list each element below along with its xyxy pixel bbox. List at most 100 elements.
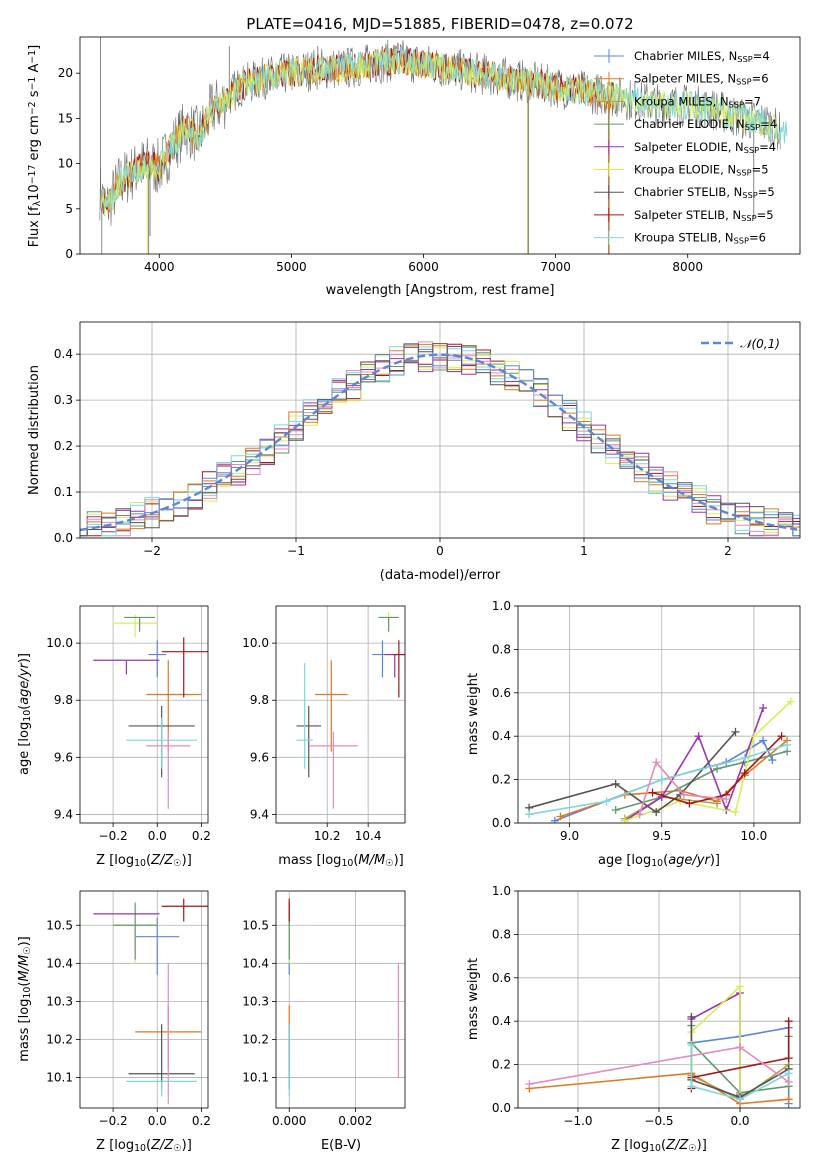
y-tick-label: 0.0 bbox=[492, 1101, 511, 1115]
y-tick-label: 9.8 bbox=[250, 693, 269, 707]
legend-entry: Kroupa ELODIE, NSSP=5 bbox=[634, 163, 769, 178]
axes-residuals: −2 −1 0 1 2 0.0 0.1 0.2 0.3 0.4 bbox=[54, 321, 801, 558]
y-tick-label: 0.6 bbox=[492, 971, 511, 985]
histogram-extra_pink bbox=[80, 341, 800, 537]
series-marker-chabrier_stelib bbox=[731, 727, 740, 736]
series-marker-kroupa_stelib bbox=[687, 1082, 696, 1091]
y-tick-label: 10.2 bbox=[46, 1032, 73, 1046]
mass-vs-ebv-xlabel: E(B-V) bbox=[321, 1138, 361, 1153]
x-tick-label: 1 bbox=[580, 544, 588, 558]
series-line-kroupa_stelib bbox=[690, 1045, 790, 1101]
residuals-ylabel: Normed distribution bbox=[27, 365, 42, 495]
x-tick-label: 2 bbox=[724, 544, 732, 558]
y-tick-label: 1.0 bbox=[492, 599, 511, 613]
axes-frame bbox=[79, 890, 209, 1109]
mass-vs-Z-ylabel: mass [log10(M/M☉)] bbox=[17, 936, 33, 1062]
y-tick-label: 0.6 bbox=[492, 686, 511, 700]
plot-area-mw_vs_Z bbox=[525, 982, 793, 1108]
series-marker-kroupa_stelib bbox=[687, 1041, 696, 1050]
y-tick-label: 0.8 bbox=[492, 927, 511, 941]
age-vs-Z-ylabel: age [log10(age/yr)] bbox=[17, 653, 33, 775]
series-marker-kroupa_elodie bbox=[736, 982, 745, 991]
series-marker-kroupa_elodie bbox=[786, 697, 795, 706]
y-tick-label: 0.2 bbox=[54, 439, 73, 453]
x-tick-label: 8000 bbox=[672, 260, 703, 274]
legend-entry: Salpeter ELODIE, NSSP=4 bbox=[634, 140, 776, 155]
series-marker-kroupa_stelib bbox=[784, 1069, 793, 1078]
series-marker-kroupa_stelib bbox=[602, 797, 611, 806]
axes-frame bbox=[79, 321, 801, 539]
y-tick-label: 10.0 bbox=[242, 636, 269, 650]
x-tick-label: 10.4 bbox=[355, 829, 382, 843]
age-vs-mass-xlabel: mass [log10(M/M☉)] bbox=[278, 853, 404, 869]
legend-entry: Kroupa MILES, NSSP=7 bbox=[634, 94, 761, 109]
x-tick-label: −1.0 bbox=[563, 1114, 592, 1128]
x-tick-label: 0.0 bbox=[148, 1114, 167, 1128]
series-marker-chabrier_elodie bbox=[713, 764, 722, 773]
series-marker-chabrier_miles bbox=[768, 756, 777, 765]
series-marker-chabrier_stelib bbox=[652, 808, 661, 817]
series-marker-salpeter_stelib bbox=[777, 732, 786, 741]
axes-frame bbox=[275, 890, 406, 1109]
spectrum-ylabel: Flux [fλ10−17 erg cm−2 s−1 A−1] bbox=[27, 45, 44, 247]
y-tick-label: 10 bbox=[58, 157, 73, 171]
y-tick-label: 0.4 bbox=[492, 1014, 511, 1028]
mass-vs-Z-xlabel: Z [log10(Z/Z☉)] bbox=[96, 1138, 192, 1154]
x-tick-label: 10.0 bbox=[741, 829, 768, 843]
series-marker-extra_pink bbox=[722, 795, 731, 804]
series-marker-extra_pink bbox=[525, 1080, 534, 1089]
plot-area-spectrum bbox=[99, 37, 788, 254]
plot-area-mass_vs_Z bbox=[93, 898, 208, 1105]
legend-entry: Chabrier MILES, NSSP=4 bbox=[634, 49, 770, 64]
legend-entry: Salpeter STELIB, NSSP=5 bbox=[634, 208, 774, 223]
axes-spectrum: 4000 5000 6000 7000 8000 0 5 10 15 20 bbox=[58, 36, 801, 274]
series-marker-salpeter_stelib bbox=[648, 788, 657, 797]
axes-mw_vs_Z: −1.0 −0.5 0.0 0.0 0.2 0.4 0.6 0.8 1.0 bbox=[492, 884, 801, 1128]
axes-frame bbox=[517, 890, 801, 1109]
residuals-xlabel: (data-model)/error bbox=[380, 568, 501, 583]
y-tick-label: 9.8 bbox=[54, 693, 73, 707]
x-tick-label: −2 bbox=[143, 544, 161, 558]
series-marker-extra_pink bbox=[784, 1077, 793, 1086]
y-tick-label: 1.0 bbox=[492, 884, 511, 898]
series-marker-extra_pink bbox=[736, 1043, 745, 1052]
series-marker-salpeter_stelib bbox=[685, 799, 694, 808]
y-tick-label: 10.4 bbox=[46, 956, 73, 970]
x-tick-label: −0.2 bbox=[99, 1114, 128, 1128]
y-tick-label: 0.3 bbox=[54, 393, 73, 407]
series-marker-extra_pink bbox=[679, 790, 688, 799]
histogram-salpeter_stelib bbox=[80, 343, 800, 537]
y-tick-label: 9.6 bbox=[250, 750, 269, 764]
y-tick-label: 0.4 bbox=[492, 729, 511, 743]
y-tick-label: 0.4 bbox=[54, 347, 73, 361]
y-tick-label: 0 bbox=[65, 247, 73, 261]
legend-entry: 𝒩(0,1) bbox=[740, 337, 780, 351]
series-marker-kroupa_miles bbox=[713, 799, 722, 808]
x-tick-label: 9.0 bbox=[560, 829, 579, 843]
y-tick-label: 9.6 bbox=[54, 750, 73, 764]
model-line-kroupa_elodie bbox=[100, 48, 780, 216]
y-tick-label: 5 bbox=[65, 202, 73, 216]
x-tick-label: 0 bbox=[436, 544, 444, 558]
axes-mass_vs_Z: −0.2 0.0 0.2 10.1 10.2 10.3 10.4 10.5 bbox=[46, 890, 211, 1128]
series-marker-salpeter_elodie bbox=[657, 792, 666, 801]
series-marker-chabrier_elodie bbox=[611, 805, 620, 814]
y-tick-label: 0.2 bbox=[492, 1058, 511, 1072]
histogram-chabrier_stelib bbox=[80, 343, 800, 537]
series-marker-kroupa_elodie bbox=[749, 732, 758, 741]
plot-area-residuals bbox=[80, 341, 800, 537]
series-marker-kroupa_stelib bbox=[736, 1095, 745, 1104]
series-marker-salpeter_stelib bbox=[784, 1017, 793, 1026]
y-tick-label: 10.1 bbox=[46, 1071, 73, 1085]
x-tick-label: 0.000 bbox=[272, 1114, 306, 1128]
axes-age_vs_mass: 10.2 10.4 9.4 9.6 9.8 10.0 bbox=[242, 605, 406, 843]
y-tick-label: 10.1 bbox=[242, 1071, 269, 1085]
y-tick-label: 0.1 bbox=[54, 485, 73, 499]
series-marker-salpeter_miles bbox=[784, 1095, 793, 1104]
plot-area-mw_vs_age bbox=[525, 697, 795, 823]
y-tick-label: 0.0 bbox=[492, 816, 511, 830]
y-tick-label: 0.8 bbox=[492, 642, 511, 656]
legend-entry: Salpeter MILES, NSSP=6 bbox=[634, 72, 769, 87]
y-tick-label: 10.5 bbox=[46, 918, 73, 932]
axes-mass_vs_ebv: 0.000 0.002 10.1 10.2 10.3 10.4 10.5 bbox=[242, 890, 406, 1128]
